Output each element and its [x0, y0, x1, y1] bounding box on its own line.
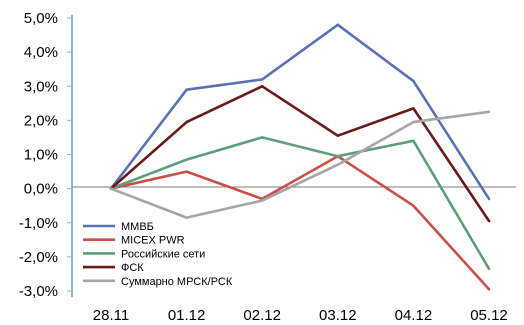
y-tick-label: 0,0% [24, 181, 58, 198]
legend-label: Суммарно МРСК/РСК [121, 276, 233, 288]
legend-label: Российские сети [121, 248, 205, 260]
legend-label: MICEX PWR [121, 235, 185, 247]
data-point [185, 158, 188, 161]
series-line-3 [109, 136, 491, 271]
data-point [412, 204, 415, 207]
data-point [412, 139, 415, 143]
data-point [336, 155, 339, 158]
x-tick-label: 05.12 [470, 307, 508, 324]
y-tick-label: -2,0% [19, 249, 58, 266]
x-axis-labels: 28.11 01.12 02.12 03.12 04.12 05.12 [93, 307, 508, 324]
data-point [185, 88, 188, 91]
y-tick-label: -1,0% [19, 215, 58, 232]
y-tick-label: -3,0% [19, 283, 58, 300]
data-point [185, 216, 188, 219]
data-point [261, 136, 264, 139]
data-point [412, 79, 415, 83]
x-tick-label: 28.11 [93, 307, 129, 324]
y-tick-label: 2,0% [24, 112, 58, 129]
data-point [185, 170, 188, 173]
series-line-1 [109, 23, 491, 201]
data-point [109, 187, 113, 190]
x-tick-label: 04.12 [395, 307, 433, 324]
data-point [336, 23, 339, 27]
legend-label: ФСК [121, 262, 144, 274]
data-point [336, 163, 339, 166]
data-point [261, 85, 264, 88]
data-point [261, 78, 264, 81]
data-point [487, 288, 491, 291]
y-tick-label: 1,0% [24, 147, 58, 164]
data-point [185, 120, 188, 124]
series-lines [109, 23, 491, 291]
y-tick-label: 4,0% [24, 44, 58, 61]
data-point [487, 197, 491, 201]
data-point [487, 219, 491, 223]
data-point [487, 267, 491, 271]
data-point [412, 107, 415, 110]
data-point [487, 110, 491, 114]
x-tick-label: 01.12 [168, 307, 206, 324]
legend-label: ММВБ [121, 221, 154, 233]
y-axis-ticks: 5,0% 4,0% 3,0% 2,0% 1,0% 0,0% -1,0% -2,0% -3,0% [19, 10, 72, 300]
data-point [412, 120, 415, 124]
y-tick-label: 3,0% [24, 78, 58, 95]
data-point [336, 134, 339, 137]
x-tick-label: 02.12 [243, 307, 281, 324]
series-line-5 [109, 110, 491, 219]
series-line-4 [109, 85, 491, 223]
y-tick-label: 5,0% [24, 10, 58, 27]
series-line-2 [109, 154, 491, 291]
x-tick-label: 03.12 [319, 307, 357, 324]
data-point [261, 199, 264, 202]
